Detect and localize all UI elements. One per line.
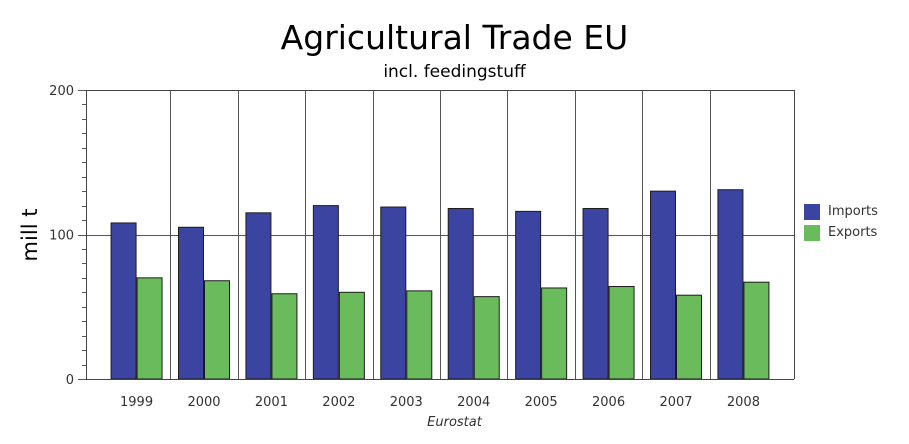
bar-exports-2003 bbox=[406, 290, 433, 380]
bar-imports-2007 bbox=[650, 190, 676, 380]
x-tick-label: 2005 bbox=[525, 395, 558, 410]
bar-imports-2008 bbox=[717, 189, 744, 380]
legend-label-exports: Exports bbox=[828, 225, 878, 240]
bar-imports-2003 bbox=[380, 206, 407, 380]
y-tick-label: 100 bbox=[49, 229, 74, 244]
bar-exports-2000 bbox=[204, 280, 230, 380]
axes: 1999 2000 2001 2002 2003 2004 2005 2006 2007 2008… bbox=[49, 84, 795, 410]
bar-exports-2006 bbox=[608, 286, 635, 380]
x-tick-label: 2000 bbox=[187, 395, 220, 410]
bar-imports-2002 bbox=[312, 205, 339, 380]
x-tick-label: 2006 bbox=[592, 395, 625, 410]
bar-imports-1999 bbox=[110, 222, 137, 380]
x-tick-label: 2007 bbox=[659, 395, 692, 410]
bar-exports-2007 bbox=[676, 294, 702, 380]
bar-exports-2005 bbox=[541, 287, 568, 380]
bar-imports-2005 bbox=[515, 210, 542, 380]
x-tick-label: 2002 bbox=[322, 395, 355, 410]
bar-exports-2001 bbox=[271, 293, 298, 380]
x-tick-label: 2004 bbox=[457, 395, 490, 410]
legend-item-exports: Exports bbox=[804, 225, 877, 241]
bar-imports-2001 bbox=[245, 212, 272, 380]
y-tick-label: 0 bbox=[66, 373, 74, 388]
bar-exports-2002 bbox=[338, 291, 365, 380]
bar-imports-2006 bbox=[582, 207, 609, 380]
x-tick-label: 2003 bbox=[390, 395, 423, 410]
legend-swatch-exports bbox=[804, 225, 820, 241]
legend-item-imports: Imports bbox=[804, 204, 878, 220]
x-tick-label: 2008 bbox=[727, 395, 760, 410]
source-note: Eurostat bbox=[427, 415, 482, 430]
bar-imports-2004 bbox=[447, 207, 474, 380]
y-tick-label: 200 bbox=[49, 84, 74, 99]
chart-subtitle: incl. feedingstuff bbox=[383, 62, 526, 82]
chart-title: Agricultural Trade EU bbox=[280, 18, 629, 57]
bar-imports-2000 bbox=[178, 226, 204, 380]
legend-label-imports: Imports bbox=[828, 204, 878, 219]
x-tick-label: 2001 bbox=[255, 395, 288, 410]
x-tick-label: 1999 bbox=[120, 395, 153, 410]
bar-exports-1999 bbox=[136, 277, 163, 380]
bars bbox=[110, 189, 770, 380]
bar-exports-2004 bbox=[473, 296, 500, 380]
legend-swatch-imports bbox=[804, 204, 820, 220]
bar-exports-2008 bbox=[743, 281, 770, 380]
